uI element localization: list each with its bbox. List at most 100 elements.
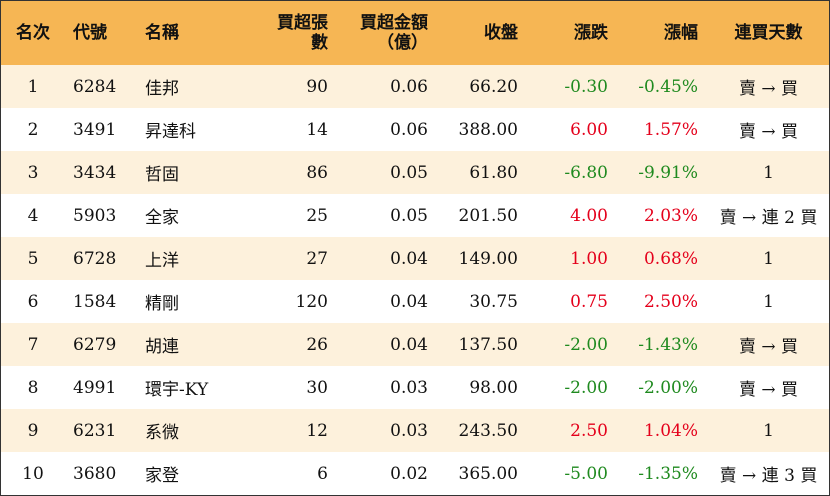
cell-amount: 0.05 [390,205,428,226]
header-code[interactable]: 代號 [73,23,107,43]
cell-pct: 2.50% [643,291,698,312]
cell-pct: 2.03% [643,205,698,226]
cell-rank: 4 [27,205,39,226]
table-row[interactable]: 8 4991 環宇-KY 30 0.03 98.00 -2.00 -2.00% 賣 → 買 [1,366,829,409]
cell-days: 賣 → 買 [738,337,799,357]
cell-days: 1 [763,162,774,183]
cell-volume: 27 [306,248,328,269]
cell-code[interactable]: 3491 [73,119,117,140]
table-header-row: 名次 代號 名稱 買超張數 買超金額 （億） 收盤 漲跌 漲幅 連買天數 [1,1,829,65]
cell-change: 4.00 [570,205,608,226]
cell-code[interactable]: 5903 [73,205,117,226]
cell-volume: 90 [306,76,328,97]
cell-pct: 1.57% [643,119,698,140]
cell-amount: 0.06 [390,119,428,140]
table-row[interactable]: 4 5903 全家 25 0.05 201.50 4.00 2.03% 賣 → 連 2 買 [1,194,829,237]
table-row[interactable]: 9 6231 系微 12 0.03 243.50 2.50 1.04% 1 [1,409,829,452]
cell-close: 201.50 [458,205,518,226]
cell-days: 1 [763,291,774,312]
cell-pct: 0.68% [643,248,698,269]
cell-change: -5.00 [564,463,608,484]
cell-name[interactable]: 哲固 [145,165,179,185]
header-close[interactable]: 收盤 [484,23,518,43]
cell-change: 2.50 [570,420,608,441]
cell-code[interactable]: 6284 [73,76,117,97]
header-name[interactable]: 名稱 [145,23,179,43]
cell-name[interactable]: 全家 [145,208,179,228]
cell-name[interactable]: 精剛 [145,294,179,314]
header-days[interactable]: 連買天數 [734,23,803,43]
header-volume[interactable]: 買超張數 [277,13,328,53]
cell-close: 137.50 [458,334,518,355]
table-row[interactable]: 1 6284 佳邦 90 0.06 66.20 -0.30 -0.45% 賣 → 買 [1,65,829,108]
table-row[interactable]: 6 1584 精剛 120 0.04 30.75 0.75 2.50% 1 [1,280,829,323]
table-row[interactable]: 10 3680 家登 6 0.02 365.00 -5.00 -1.35% 賣 → 連 3 買 [1,452,829,495]
cell-name[interactable]: 昇達科 [145,122,196,142]
cell-name[interactable]: 系微 [145,423,179,443]
cell-rank: 8 [27,377,39,398]
cell-pct: -0.45% [638,76,698,97]
cell-rank: 3 [27,162,39,183]
table-body: 1 6284 佳邦 90 0.06 66.20 -0.30 -0.45% 賣 → 買 2 3491 昇… [1,65,829,495]
cell-close: 149.00 [458,248,518,269]
cell-volume: 26 [306,334,328,355]
cell-code[interactable]: 6279 [73,334,117,355]
table-row[interactable]: 5 6728 上洋 27 0.04 149.00 1.00 0.68% 1 [1,237,829,280]
cell-code[interactable]: 6231 [73,420,117,441]
cell-pct: -1.35% [638,463,698,484]
header-amount-line1: 買超金額 [360,13,428,33]
cell-amount: 0.04 [390,248,428,269]
cell-code[interactable]: 3680 [73,463,117,484]
cell-close: 30.75 [469,291,518,312]
cell-days: 賣 → 連 3 買 [719,466,818,486]
cell-name[interactable]: 環宇-KY [145,380,209,400]
cell-amount: 0.05 [390,162,428,183]
cell-days: 1 [763,248,774,269]
cell-amount: 0.02 [390,463,428,484]
cell-name[interactable]: 上洋 [145,251,179,271]
cell-close: 66.20 [469,76,518,97]
header-change[interactable]: 漲跌 [574,23,608,43]
cell-volume: 30 [306,377,328,398]
cell-days: 賣 → 買 [738,380,799,400]
cell-name[interactable]: 家登 [145,466,179,486]
cell-name[interactable]: 佳邦 [145,79,179,99]
cell-pct: -2.00% [638,377,698,398]
cell-days: 賣 → 買 [738,79,799,99]
cell-days: 1 [763,420,774,441]
cell-change: 1.00 [570,248,608,269]
table-row[interactable]: 2 3491 昇達科 14 0.06 388.00 6.00 1.57% 賣 → 買 [1,108,829,151]
cell-name[interactable]: 胡連 [145,337,179,357]
cell-amount: 0.03 [390,377,428,398]
cell-rank: 10 [22,463,44,484]
cell-days: 賣 → 買 [738,122,799,142]
header-amount-line2: （億） [377,33,428,53]
header-amount[interactable]: 買超金額 （億） [328,1,428,65]
table-row[interactable]: 7 6279 胡連 26 0.04 137.50 -2.00 -1.43% 賣 → 買 [1,323,829,366]
cell-close: 61.80 [469,162,518,183]
table-row[interactable]: 3 3434 哲固 86 0.05 61.80 -6.80 -9.91% 1 [1,151,829,194]
cell-rank: 1 [27,76,39,97]
cell-code[interactable]: 3434 [73,162,117,183]
cell-volume: 86 [306,162,328,183]
cell-rank: 6 [27,291,39,312]
cell-amount: 0.06 [390,76,428,97]
cell-amount: 0.04 [390,334,428,355]
cell-change: 0.75 [570,291,608,312]
cell-volume: 6 [317,463,328,484]
cell-days: 賣 → 連 2 買 [719,208,818,228]
cell-code[interactable]: 1584 [73,291,117,312]
cell-code[interactable]: 6728 [73,248,117,269]
cell-close: 98.00 [469,377,518,398]
header-rank[interactable]: 名次 [16,23,50,43]
cell-pct: -1.43% [638,334,698,355]
cell-code[interactable]: 4991 [73,377,117,398]
header-pct[interactable]: 漲幅 [664,23,698,43]
cell-close: 365.00 [458,463,518,484]
cell-rank: 5 [27,248,39,269]
cell-change: -2.00 [564,334,608,355]
cell-change: -6.80 [564,162,608,183]
cell-close: 388.00 [458,119,518,140]
